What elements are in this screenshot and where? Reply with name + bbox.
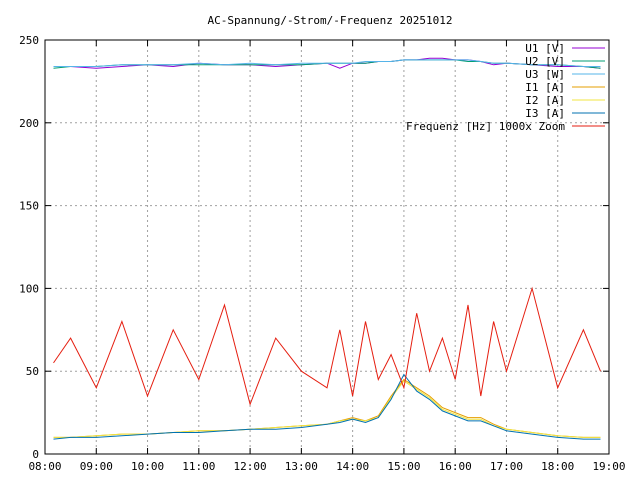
legend: U1 [V]U2 [V]U3 [W]I1 [A]I2 [A]I3 [A]Freq… xyxy=(406,42,605,133)
y-axis: 0 50 100 150 200 250 xyxy=(19,34,609,461)
legend-label: Frequenz [Hz] 1000x Zoom xyxy=(406,120,565,133)
x-tick-label: 14:00 xyxy=(336,460,369,473)
series-line xyxy=(53,380,601,438)
x-tick-label: 17:00 xyxy=(490,460,523,473)
y-tick-label: 200 xyxy=(19,117,39,130)
series-line xyxy=(53,373,601,440)
chart-title: AC-Spannung/-Strom/-Frequenz 20251012 xyxy=(207,14,452,27)
x-tick-label: 12:00 xyxy=(234,460,267,473)
series-group xyxy=(53,57,601,440)
legend-label: U1 [V] xyxy=(525,42,565,55)
series-line xyxy=(53,59,601,67)
grid xyxy=(45,40,609,454)
plot-frame xyxy=(44,39,610,455)
x-tick-label: 10:00 xyxy=(131,460,164,473)
x-tick-label: 09:00 xyxy=(80,460,113,473)
x-tick-label: 18:00 xyxy=(541,460,574,473)
legend-label: I1 [A] xyxy=(525,81,565,94)
x-tick-label: 13:00 xyxy=(285,460,318,473)
y-tick-label: 250 xyxy=(19,34,39,47)
legend-label: I3 [A] xyxy=(525,107,565,120)
x-tick-label: 16:00 xyxy=(439,460,472,473)
legend-label: U2 [V] xyxy=(525,55,565,68)
series-line xyxy=(53,286,601,406)
legend-label: I2 [A] xyxy=(525,94,565,107)
y-tick-label: 50 xyxy=(26,365,39,378)
x-tick-label: 11:00 xyxy=(182,460,215,473)
y-tick-label: 100 xyxy=(19,282,39,295)
y-tick-label: 150 xyxy=(19,200,39,213)
x-tick-label: 08:00 xyxy=(28,460,61,473)
x-tick-label: 19:00 xyxy=(592,460,625,473)
y-tick-label: 0 xyxy=(32,448,39,461)
x-tick-label: 15:00 xyxy=(387,460,420,473)
legend-label: U3 [W] xyxy=(525,68,565,81)
x-axis: 08:00 09:00 10:00 11:00 12:00 13:00 14:00 15:00… xyxy=(28,40,626,473)
